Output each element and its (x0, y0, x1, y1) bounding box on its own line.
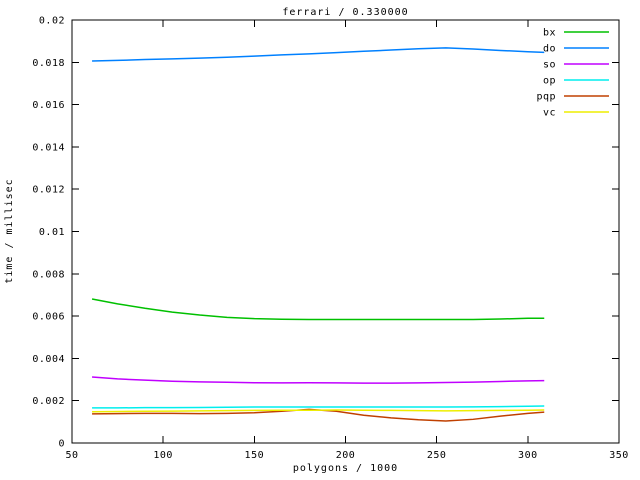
series-line-bx (91, 298, 545, 321)
x-tick-label: 50 (65, 450, 78, 461)
x-tick-label: 150 (245, 450, 265, 461)
y-tick-label: 0.006 (32, 312, 65, 323)
y-tick-label: 0.012 (32, 185, 65, 196)
y-tick-label: 0.01 (39, 227, 65, 238)
series-line-vc (92, 409, 545, 413)
y-axis-label: time / millisec (4, 178, 15, 284)
legend-label-vc: vc (543, 108, 556, 119)
y-tick-label: 0 (58, 439, 65, 450)
series-line-op (92, 405, 545, 409)
legend-label-bx: bx (543, 28, 556, 39)
y-tick-label: 0.02 (39, 16, 65, 27)
y-tick-label: 0.008 (32, 269, 65, 280)
y-tick-label: 0.014 (32, 142, 65, 153)
y-tick-label: 0.018 (32, 58, 65, 69)
plot-frame (71, 19, 620, 444)
x-axis-label: polygons / 1000 (292, 463, 399, 474)
chart-title: ferrari / 0.330000 (282, 7, 409, 18)
x-tick-label: 100 (153, 450, 173, 461)
x-tick-label: 200 (336, 450, 356, 461)
y-tick-label: 0.002 (32, 396, 65, 407)
x-tick-label: 350 (609, 450, 629, 461)
x-tick-label: 300 (518, 450, 538, 461)
legend-label-pqp: pqp (536, 92, 556, 103)
legend-label-op: op (543, 76, 556, 87)
y-tick-label: 0.004 (32, 354, 65, 365)
y-tick-label: 0.016 (32, 100, 65, 111)
x-tick-label: 250 (427, 450, 447, 461)
series-line-so (92, 376, 545, 384)
legend-label-do: do (543, 44, 556, 55)
series-line-do (92, 47, 545, 62)
legend-label-so: so (543, 60, 556, 71)
